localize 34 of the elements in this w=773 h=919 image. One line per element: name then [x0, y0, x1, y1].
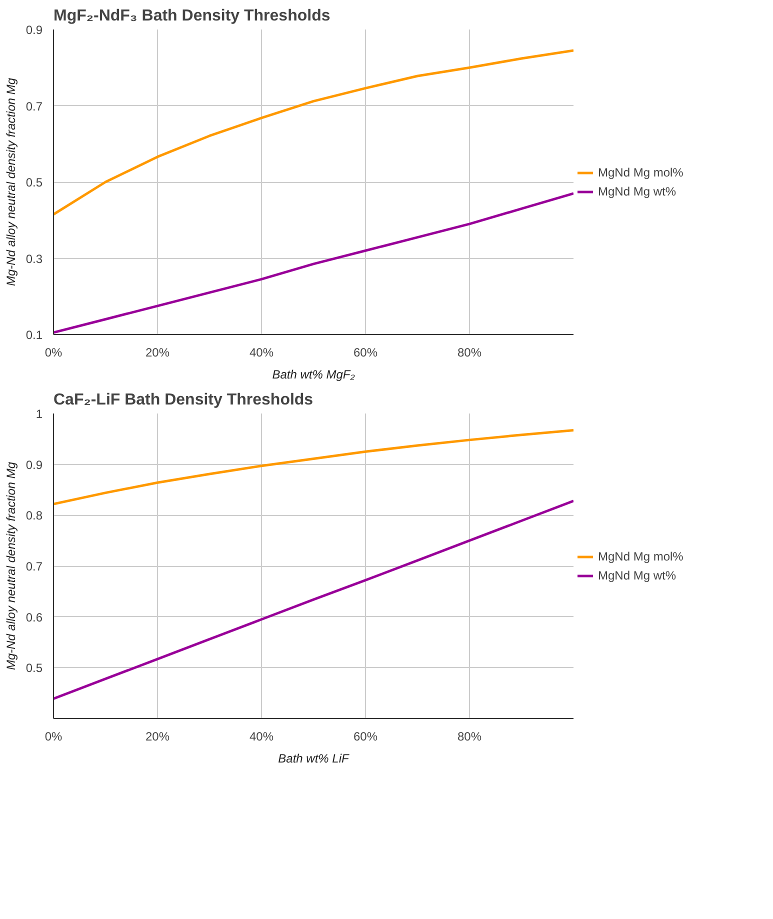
x-tick-label: 80%	[457, 730, 482, 744]
y-tick-label: 0.5	[26, 661, 43, 676]
x-tick-label: 80%	[457, 346, 482, 360]
x-tick-label: 40%	[249, 730, 274, 744]
y-tick-label: 0.7	[26, 99, 43, 114]
y-axis-title: Mg-Nd alloy neutral density fraction Mg	[4, 462, 18, 670]
line-series	[54, 49, 574, 216]
x-axis-title: Bath wt% LiF	[278, 752, 350, 766]
x-tick-label: 60%	[353, 730, 378, 744]
y-tick-label: 0.5	[26, 176, 43, 190]
x-tick-label: 0%	[44, 730, 62, 744]
y-tick-label: 1	[36, 407, 43, 421]
x-tick-label: 20%	[145, 346, 170, 360]
y-tick-label: 0.3	[26, 252, 43, 266]
legend-label: MgNd Mg wt%	[598, 568, 676, 582]
y-tick-label: 0.1	[26, 328, 43, 342]
x-axis-title: Bath wt% MgF₂	[272, 368, 356, 382]
legend-label: MgNd Mg wt%	[598, 184, 676, 198]
chart-title: MgF₂-NdF₃ Bath Density Thresholds	[54, 8, 330, 24]
x-tick-label: 60%	[353, 346, 378, 360]
legend-label: MgNd Mg mol%	[598, 165, 684, 179]
y-axis-title: Mg-Nd alloy neutral density fraction Mg	[4, 78, 18, 286]
line-series	[54, 500, 574, 700]
y-tick-label: 0.7	[26, 560, 43, 574]
legend-label: MgNd Mg mol%	[598, 549, 684, 563]
y-tick-label: 0.6	[26, 610, 43, 624]
y-tick-label: 0.8	[26, 508, 43, 523]
chart-title: CaF₂-LiF Bath Density Thresholds	[54, 392, 314, 408]
x-tick-label: 0%	[44, 346, 62, 360]
x-tick-label: 40%	[249, 346, 274, 360]
line-series	[54, 429, 574, 506]
x-tick-label: 20%	[145, 730, 170, 744]
y-tick-label: 0.9	[26, 458, 43, 472]
y-tick-label: 0.9	[26, 23, 43, 37]
